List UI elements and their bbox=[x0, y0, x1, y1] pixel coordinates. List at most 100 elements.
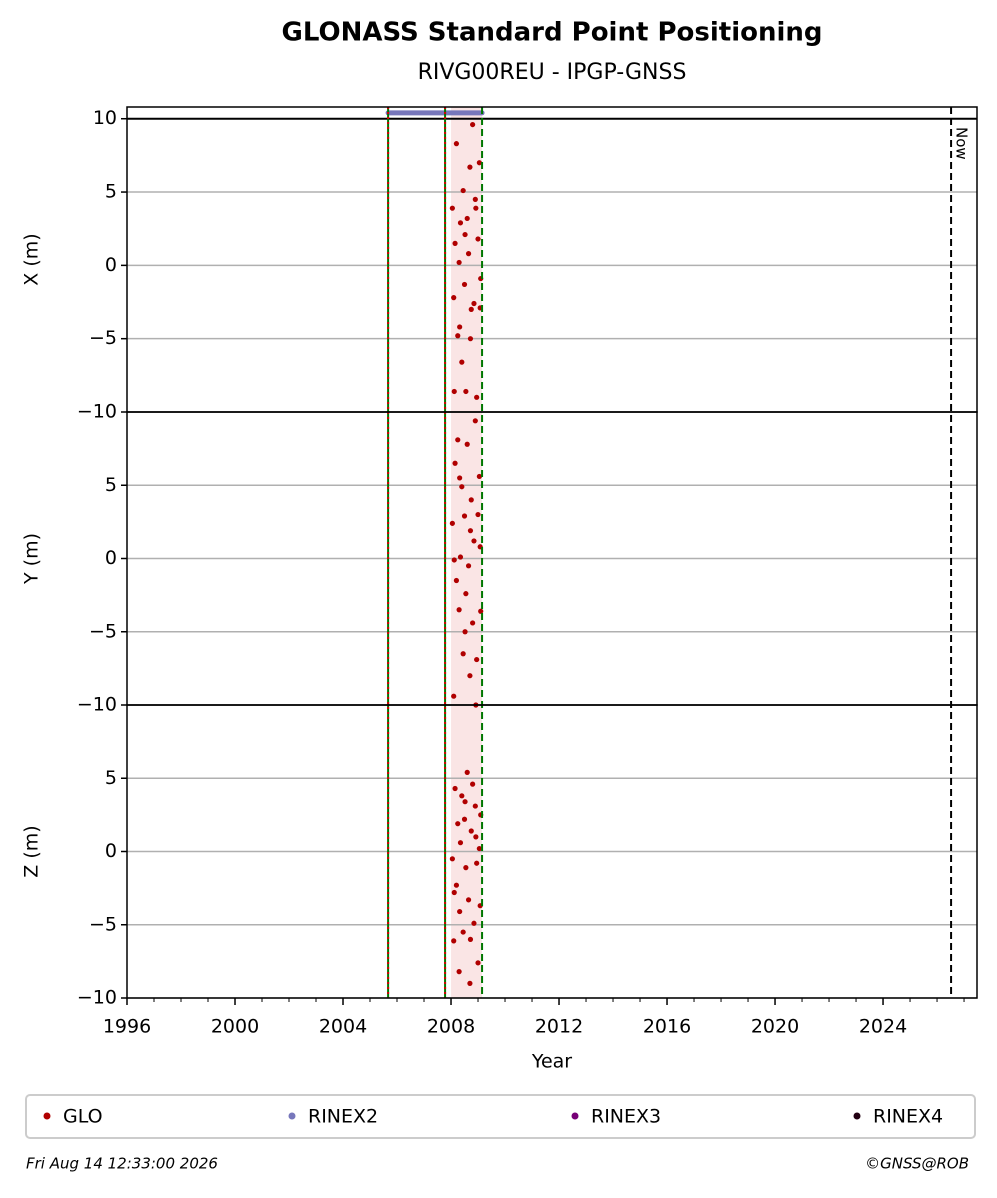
data-point bbox=[456, 969, 462, 975]
vline-label: Now bbox=[953, 127, 971, 160]
legend-marker bbox=[853, 1112, 861, 1120]
data-point bbox=[451, 557, 457, 563]
x-tick-label: 1996 bbox=[103, 1016, 151, 1038]
y-tick-label: −10 bbox=[77, 401, 117, 423]
data-point bbox=[474, 394, 480, 400]
y-axis-label: X (m) bbox=[21, 233, 43, 285]
data-point bbox=[471, 920, 477, 926]
data-point bbox=[465, 897, 472, 903]
data-point bbox=[452, 460, 458, 466]
chart-subtitle: RIVG00REU - IPGP-GNSS bbox=[418, 60, 687, 85]
data-point bbox=[457, 840, 464, 846]
data-point bbox=[473, 205, 479, 211]
data-point bbox=[474, 656, 480, 663]
data-point bbox=[475, 236, 481, 242]
data-point bbox=[453, 882, 460, 888]
x-axis-label: Year bbox=[531, 1051, 572, 1073]
y-tick-label: 5 bbox=[105, 181, 117, 203]
data-point bbox=[453, 577, 460, 584]
data-point bbox=[460, 651, 466, 657]
x-tick-label: 2012 bbox=[535, 1016, 583, 1038]
data-point bbox=[462, 629, 468, 635]
y-tick-label: −10 bbox=[77, 694, 117, 716]
data-point bbox=[456, 259, 462, 266]
data-point bbox=[449, 520, 455, 526]
legend-label: RINEX3 bbox=[591, 1106, 661, 1128]
x-tick-label: 2008 bbox=[427, 1016, 475, 1038]
data-point bbox=[463, 388, 469, 395]
data-point bbox=[449, 856, 455, 862]
footer-credit: ©GNSS@ROB bbox=[865, 1155, 969, 1173]
data-point bbox=[462, 231, 468, 238]
data-point bbox=[470, 121, 476, 128]
data-point bbox=[463, 865, 469, 871]
data-point bbox=[475, 960, 481, 966]
data-point bbox=[453, 141, 460, 147]
footer-date: Fri Aug 14 12:33:00 2026 bbox=[26, 1155, 218, 1173]
data-point bbox=[456, 607, 462, 613]
data-point bbox=[472, 418, 478, 424]
data-point bbox=[459, 793, 465, 799]
data-point bbox=[476, 160, 482, 166]
data-point bbox=[457, 220, 464, 226]
data-point bbox=[451, 693, 457, 699]
y-axis-label: Y (m) bbox=[21, 533, 43, 585]
x-tick-label: 2024 bbox=[859, 1016, 907, 1038]
legend-marker bbox=[43, 1112, 51, 1120]
data-point bbox=[463, 591, 469, 597]
data-point bbox=[455, 333, 461, 339]
x-tick-label: 2020 bbox=[751, 1016, 799, 1038]
data-point bbox=[468, 306, 474, 312]
data-point bbox=[472, 803, 478, 809]
y-tick-label: 10 bbox=[93, 107, 117, 129]
data-point bbox=[467, 980, 473, 986]
data-point bbox=[449, 205, 455, 211]
y-tick-label: 0 bbox=[105, 254, 117, 276]
data-point bbox=[467, 336, 474, 342]
data-point bbox=[457, 908, 463, 915]
data-point bbox=[457, 554, 464, 560]
legend-marker bbox=[288, 1112, 296, 1120]
data-point bbox=[467, 528, 474, 534]
data-point bbox=[465, 251, 472, 257]
data-point bbox=[464, 215, 470, 222]
x-tick-label: 2000 bbox=[211, 1016, 259, 1038]
data-point bbox=[465, 563, 472, 569]
data-point bbox=[471, 538, 477, 544]
data-point bbox=[472, 196, 478, 202]
data-point bbox=[475, 511, 481, 518]
data-point bbox=[467, 936, 474, 943]
data-point bbox=[468, 828, 474, 834]
data-point bbox=[470, 781, 476, 787]
data-point bbox=[451, 938, 457, 944]
data-point bbox=[464, 769, 470, 775]
data-point bbox=[476, 845, 482, 852]
panel-frame bbox=[126, 704, 978, 999]
data-point bbox=[452, 785, 458, 792]
y-tick-label: −5 bbox=[89, 327, 117, 349]
x-tick-label: 2016 bbox=[643, 1016, 691, 1038]
chart-title: GLONASS Standard Point Positioning bbox=[281, 18, 822, 48]
legend-label: RINEX2 bbox=[308, 1106, 378, 1128]
highlight-band bbox=[451, 107, 483, 998]
legend-box bbox=[25, 1094, 976, 1139]
data-point bbox=[451, 388, 457, 395]
data-point bbox=[474, 860, 480, 866]
panel-frame bbox=[126, 106, 978, 413]
data-point bbox=[467, 164, 473, 170]
legend-marker bbox=[571, 1112, 579, 1120]
legend-label: GLO bbox=[63, 1106, 103, 1128]
data-point bbox=[461, 513, 468, 519]
y-tick-label: −5 bbox=[89, 913, 117, 935]
data-point bbox=[457, 475, 463, 481]
data-point bbox=[459, 484, 465, 490]
data-point bbox=[460, 187, 466, 194]
data-point bbox=[461, 816, 468, 822]
y-tick-label: −10 bbox=[77, 987, 117, 1009]
data-point bbox=[462, 799, 468, 805]
data-point bbox=[468, 497, 474, 503]
y-tick-label: 5 bbox=[105, 767, 117, 789]
data-point bbox=[461, 281, 468, 288]
data-point bbox=[473, 834, 479, 840]
data-point bbox=[470, 620, 476, 626]
